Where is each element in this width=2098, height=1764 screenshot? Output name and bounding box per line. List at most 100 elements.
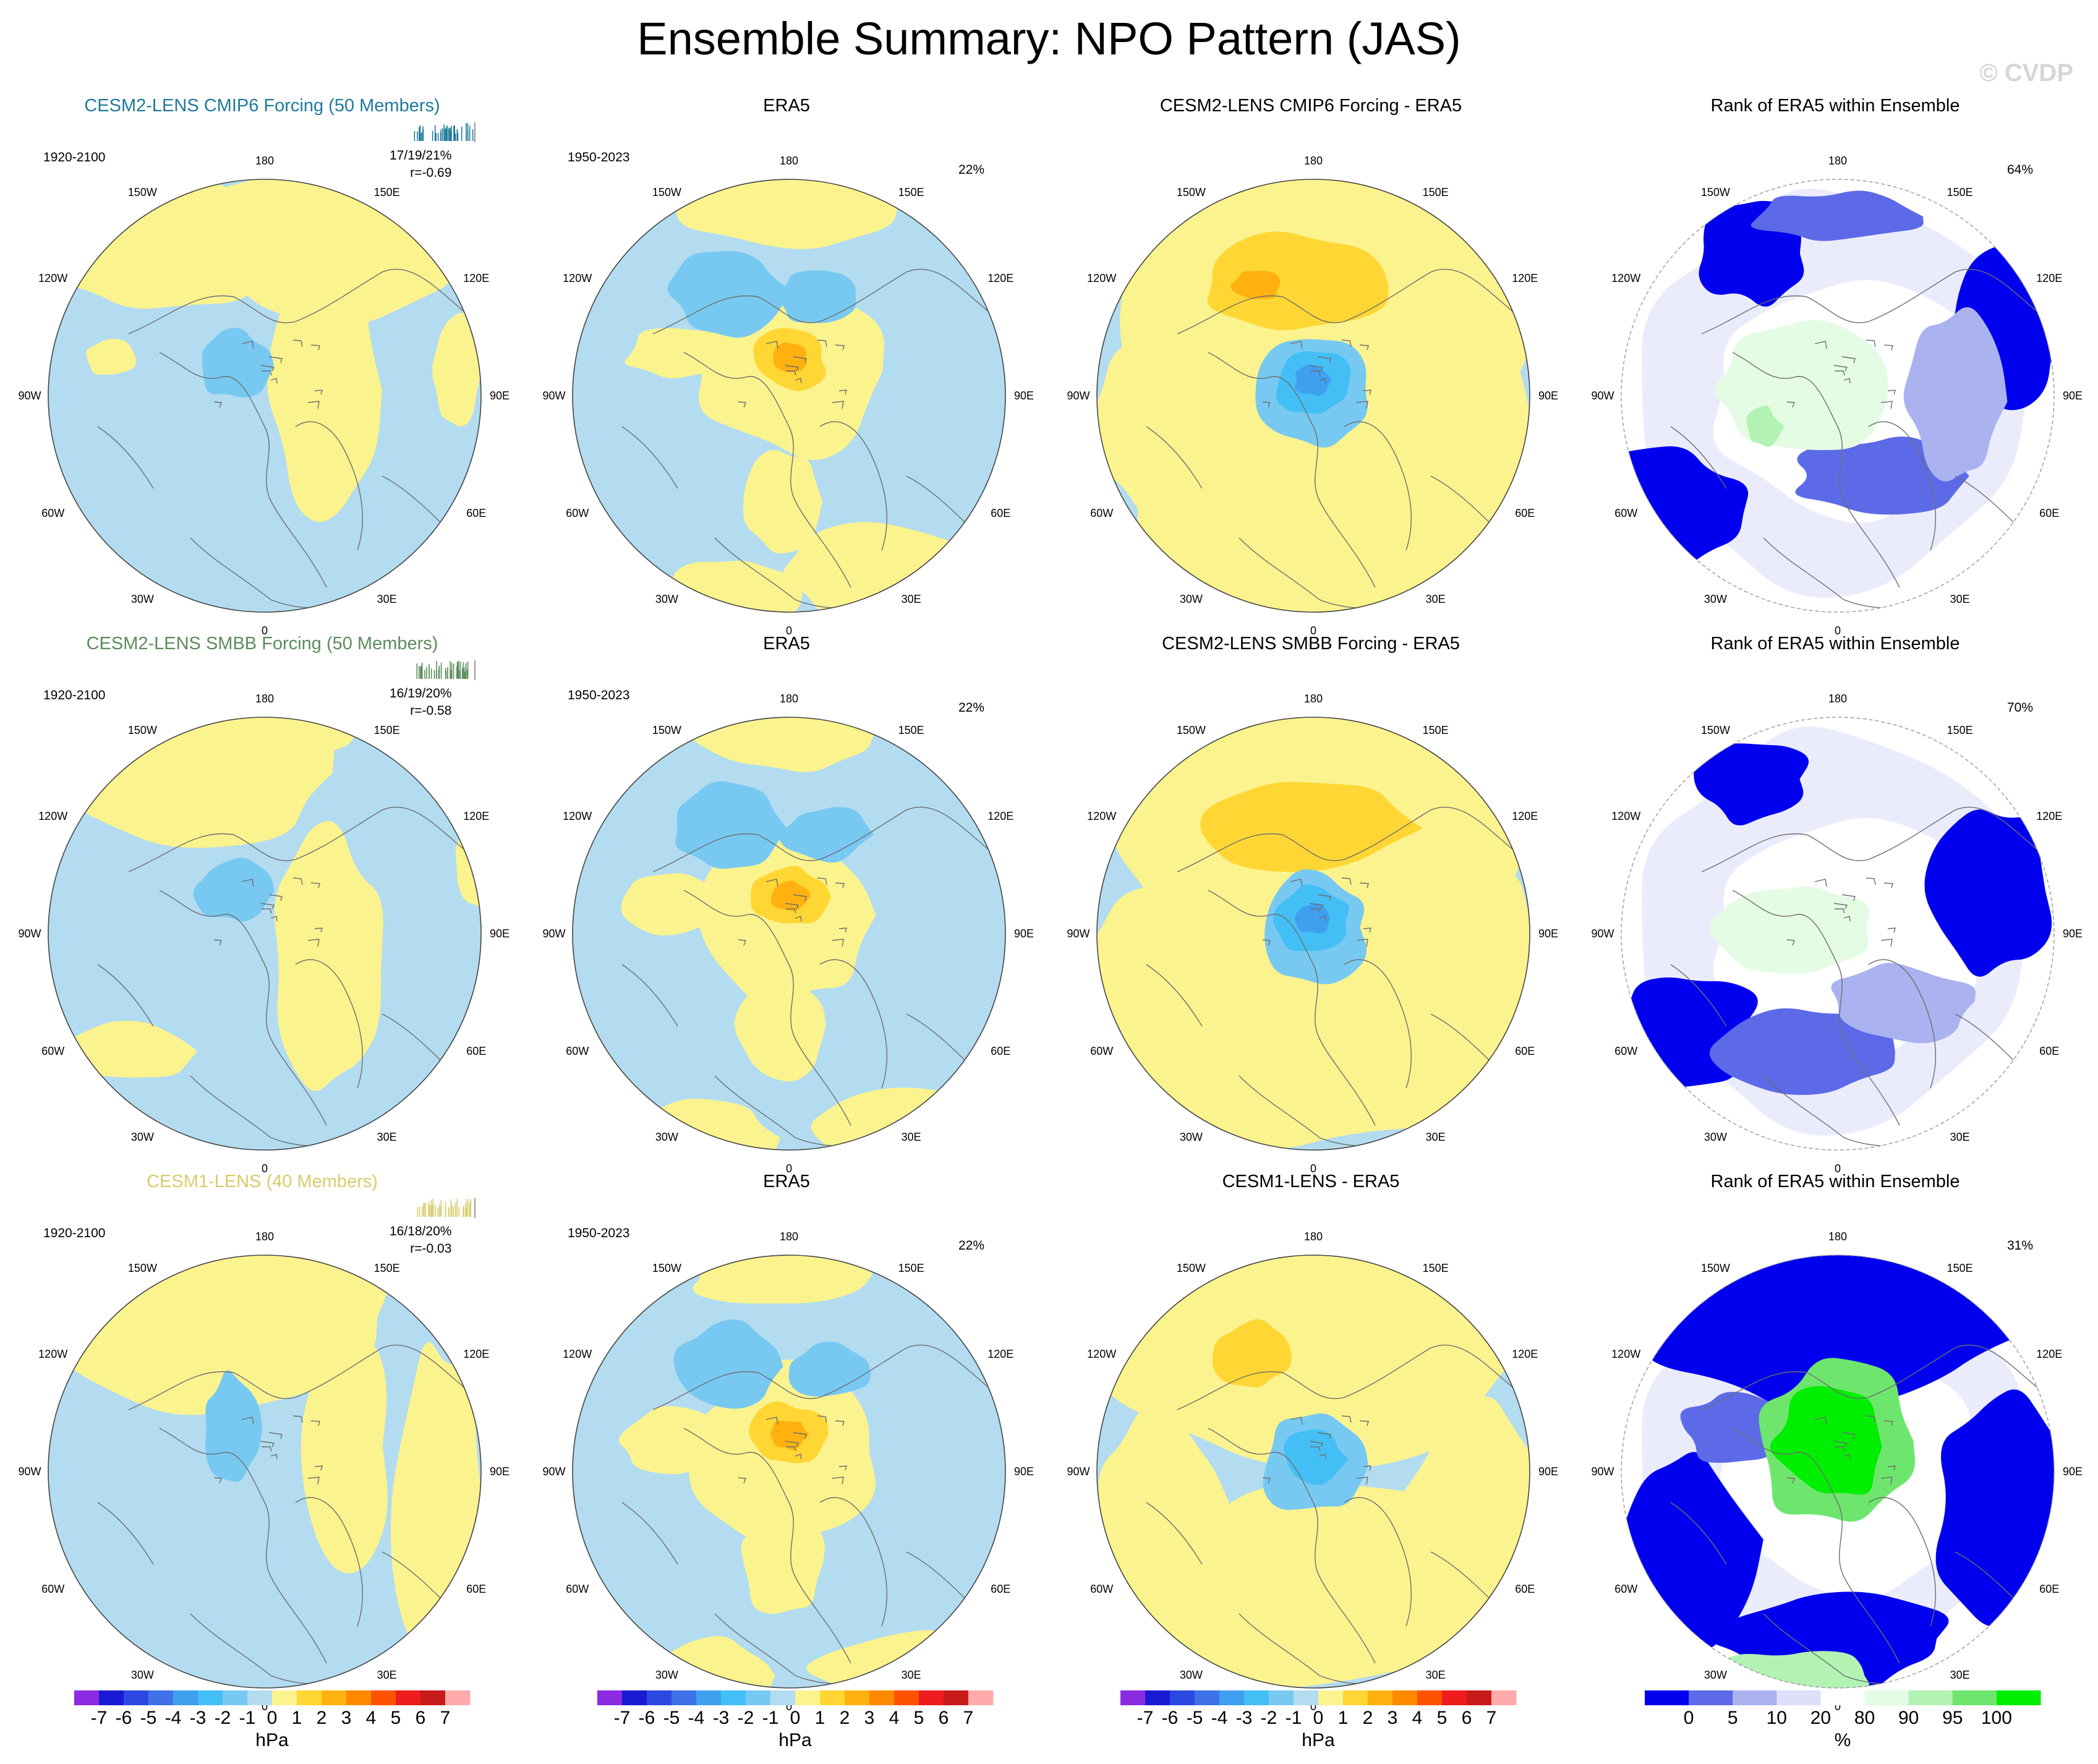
- colorbar-tick-label: 7: [1486, 1708, 1497, 1728]
- island-outline: [793, 894, 807, 901]
- longitude-label: 0: [786, 1700, 792, 1713]
- longitude-label: 90E: [2063, 927, 2083, 940]
- contour-region: [770, 880, 811, 911]
- longitude-label: 150E: [374, 724, 400, 736]
- cvdp-watermark: © CVDP: [1979, 59, 2073, 87]
- longitude-label: 0: [262, 624, 268, 637]
- map-border: [572, 1255, 1006, 1689]
- longitude-label: 60W: [566, 507, 589, 519]
- variance-pct: 22%: [958, 701, 985, 715]
- map-border: [48, 717, 482, 1151]
- contour-region: [1097, 883, 1234, 1051]
- polar-map: 180 150E 120E 90E 60E 30E 0 30W 60W 90W 120W 150W: [18, 1230, 510, 1713]
- contour-region: [741, 1512, 825, 1614]
- colorbar-tick-label: 6: [416, 1708, 426, 1728]
- colorbar-tick-label: 2: [1363, 1708, 1373, 1728]
- island-outline: [765, 879, 778, 887]
- polar-map: 180 150E 120E 90E 60E 30E 0 30W 60W 90W 120W 150W: [542, 1230, 1034, 1713]
- coastline: [652, 806, 994, 872]
- coastline: [1146, 426, 1203, 489]
- longitude-label: 60E: [2039, 507, 2059, 519]
- polar-map: 180 150E 120E 90E 60E 30E 0 30W 60W 90W 120W 150W: [1067, 692, 1558, 1175]
- colorbar-tick-label: -1: [1286, 1708, 1302, 1728]
- colorbar-tick-label: -2: [1261, 1708, 1277, 1728]
- island-outline: [262, 908, 272, 914]
- island-outline: [1843, 1454, 1851, 1460]
- ensemble-rug-container: [408, 122, 477, 143]
- island-outline: [1833, 365, 1848, 372]
- map-border: [1096, 1255, 1530, 1689]
- colorbar-tick-label: 4: [889, 1708, 900, 1728]
- colorbar-tick-label: -4: [688, 1708, 705, 1728]
- panel-title: CESM2-LENS CMIP6 Forcing - ERA5: [1159, 96, 1462, 116]
- longitude-label: 90E: [2063, 390, 2083, 402]
- island-outline: [1290, 341, 1303, 349]
- island-outline: [785, 903, 800, 910]
- longitude-label: 60E: [466, 1045, 486, 1057]
- longitude-label: 90E: [1538, 1465, 1558, 1478]
- colorbar-swatch: [1467, 1690, 1492, 1705]
- island-outline: [793, 1432, 807, 1439]
- longitude-label: 120W: [38, 1348, 67, 1360]
- coastline: [819, 421, 887, 551]
- longitude-label: 0: [1310, 1700, 1316, 1713]
- colorbar-swatch: [322, 1690, 347, 1705]
- colorbar-units-label: hPa: [255, 1730, 289, 1750]
- island-outline: [268, 1432, 283, 1439]
- colorbar-tick-label: -3: [190, 1708, 207, 1728]
- longitude-label: 120W: [1611, 1348, 1640, 1360]
- colorbar-tick-label: 6: [1462, 1708, 1472, 1728]
- contour-region: [1200, 782, 1423, 872]
- island-outline: [1841, 356, 1856, 364]
- island-outline: [786, 908, 796, 914]
- colorbar-swatch: [1952, 1690, 1997, 1705]
- ensemble-rug: [414, 122, 475, 142]
- pressure-colorbar-col3: -7 -6 -5 -4 -3 -2 -1 0 1 2 3 4 5 6 7 hPa: [1120, 1688, 1517, 1761]
- longitude-label: 60W: [1090, 1583, 1113, 1595]
- period-label: 1950-2023: [568, 688, 630, 702]
- island-outline: [1814, 1417, 1827, 1425]
- longitude-label: 30E: [1426, 1669, 1446, 1681]
- island-outline: [241, 1417, 254, 1425]
- coastline: [159, 1428, 327, 1664]
- coastline: [97, 1502, 154, 1565]
- colorbar-tick-label: -7: [91, 1708, 108, 1728]
- colorbar-swatch: [74, 1690, 100, 1705]
- contour-region: [455, 822, 481, 911]
- island-outline: [1309, 1441, 1324, 1447]
- coastline: [1177, 806, 1518, 872]
- colorbar-swatch: [247, 1690, 273, 1705]
- island-outline: [1883, 344, 1893, 351]
- coastline: [1177, 268, 1518, 334]
- colorbar-tick-label: -3: [1236, 1708, 1253, 1728]
- colorbar-tick-label: -2: [215, 1708, 231, 1728]
- colorbar-tick-label: 5: [914, 1708, 924, 1728]
- longitude-label: 0: [786, 624, 792, 637]
- island-outline: [262, 1446, 272, 1452]
- island-outline: [1341, 877, 1352, 885]
- island-outline: [1841, 1432, 1856, 1439]
- longitude-label: 30E: [377, 593, 397, 605]
- island-outline: [1310, 370, 1321, 376]
- contour-region: [673, 1319, 783, 1409]
- colorbar-swatch: [1244, 1690, 1269, 1705]
- longitude-label: 0: [1835, 1700, 1841, 1713]
- longitude-label: 150E: [898, 1262, 924, 1274]
- longitude-label: 120E: [987, 272, 1013, 284]
- island-outline: [1319, 378, 1326, 384]
- map-border: [1621, 717, 2055, 1151]
- island-outline: [786, 1446, 796, 1452]
- longitude-label: 150W: [1701, 1262, 1730, 1274]
- panel-title: ERA5: [763, 96, 810, 116]
- longitude-label: 90E: [1014, 390, 1034, 402]
- colorbar-swatch: [1269, 1690, 1294, 1705]
- period-label: 1920-2100: [43, 150, 106, 164]
- longitude-label: 60W: [1090, 507, 1113, 519]
- longitude-label: 90W: [1067, 927, 1090, 940]
- polar-map: 180 150E 120E 90E 60E 30E 0 30W 60W 90W 120W 150W: [1591, 155, 2083, 637]
- variance-stats: 17/19/21%: [390, 148, 452, 163]
- coastline: [1344, 959, 1412, 1089]
- longitude-label: 150E: [898, 724, 924, 736]
- island-outline: [1317, 1432, 1331, 1439]
